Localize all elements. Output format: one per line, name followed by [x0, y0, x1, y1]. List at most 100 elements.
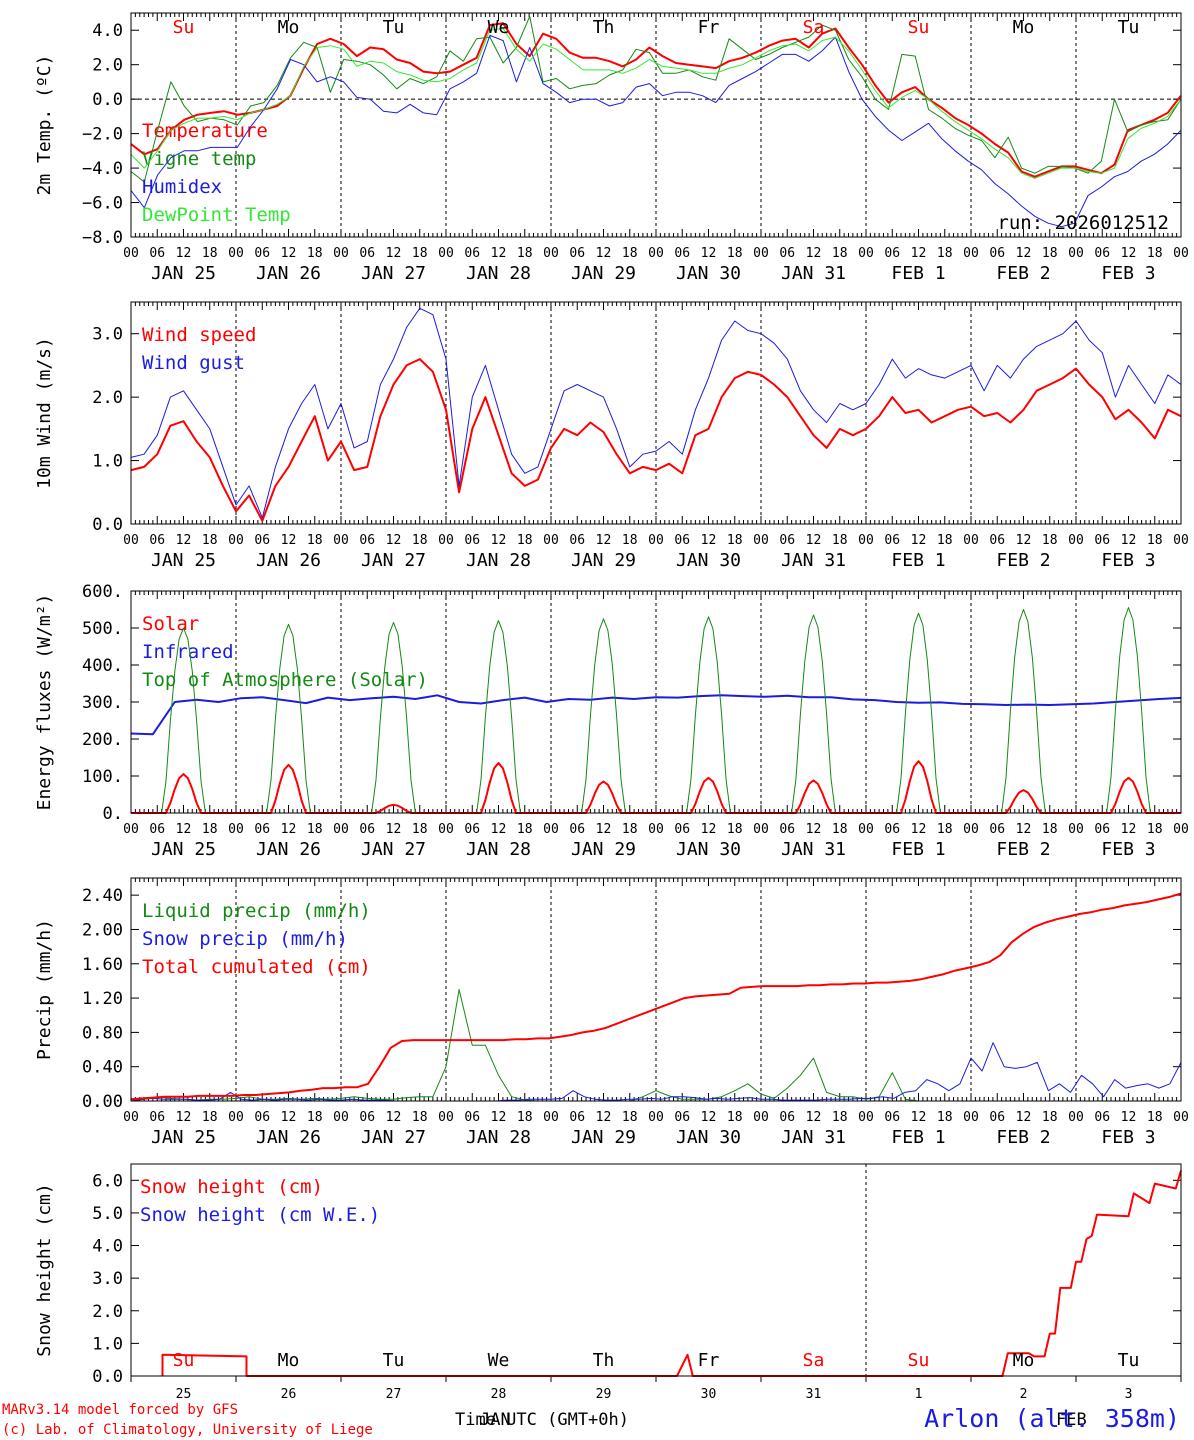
- hour-label: 00: [228, 1110, 244, 1125]
- weekday-label: Th: [593, 1350, 615, 1371]
- hour-label: 18: [1147, 822, 1163, 837]
- plot-frame: [130, 590, 1182, 814]
- hour-label: 18: [517, 822, 533, 837]
- hour-label: 06: [149, 1110, 165, 1125]
- y-tick-label: 0.0: [92, 1367, 123, 1387]
- month-label-end: FEB: [1056, 1410, 1087, 1430]
- date-label: JAN 28: [466, 1127, 531, 1148]
- hour-label: 06: [884, 822, 900, 837]
- hour-label: 00: [753, 533, 769, 548]
- hour-label: 00: [648, 246, 664, 261]
- hour-label: 18: [832, 246, 848, 261]
- hour-label: 18: [1042, 533, 1058, 548]
- weekday-label: Mo: [1013, 1350, 1035, 1371]
- hour-label: 18: [202, 246, 218, 261]
- date-label: JAN 29: [571, 839, 636, 860]
- hour-label: 18: [1042, 246, 1058, 261]
- y-tick-label: −8.0: [82, 228, 123, 248]
- hour-label: 00: [123, 533, 139, 548]
- hour-label: 18: [937, 246, 953, 261]
- date-label: JAN 31: [781, 839, 846, 860]
- hour-label: 18: [412, 1110, 428, 1125]
- hour-label: 18: [1042, 822, 1058, 837]
- hour-label: 12: [701, 246, 717, 261]
- hour-label: 06: [359, 533, 375, 548]
- y-tick-label: 1.20: [82, 989, 123, 1009]
- hour-label: 06: [1094, 246, 1110, 261]
- y-axis-title: 10m Wind (m/s): [34, 337, 55, 489]
- hour-label: 18: [517, 1110, 533, 1125]
- hour-label: 18: [1147, 246, 1163, 261]
- date-label: JAN 30: [676, 839, 741, 860]
- hour-label: 12: [1016, 822, 1032, 837]
- hour-label: 18: [622, 822, 638, 837]
- legend-entry: Humidex: [142, 176, 222, 198]
- day-number-label: 30: [701, 1387, 717, 1402]
- hour-label: 06: [569, 1110, 585, 1125]
- day-number-label: 2: [1020, 1387, 1028, 1402]
- hour-label: 00: [333, 533, 349, 548]
- y-tick-label: 0.0: [92, 515, 123, 535]
- date-label: JAN 29: [571, 1127, 636, 1148]
- weekday-label: Mo: [1013, 17, 1035, 38]
- y-axis-title: Snow height (cm): [34, 1183, 55, 1356]
- y-tick-label: 600.: [82, 582, 123, 602]
- hour-label: 18: [832, 822, 848, 837]
- hour-label: 00: [543, 533, 559, 548]
- hour-label: 18: [1147, 533, 1163, 548]
- hour-label: 12: [596, 1110, 612, 1125]
- hour-label: 12: [596, 533, 612, 548]
- hour-label: 00: [333, 822, 349, 837]
- hour-label: 12: [1121, 246, 1137, 261]
- date-label: JAN 26: [256, 1127, 321, 1148]
- series-line-wind-speed: [130, 358, 1182, 522]
- hour-label: 00: [753, 822, 769, 837]
- day-number-label: 27: [386, 1387, 402, 1402]
- hour-label: 12: [386, 246, 402, 261]
- day-number-label: 28: [491, 1387, 507, 1402]
- hour-label: 12: [911, 1110, 927, 1125]
- date-label: JAN 25: [151, 550, 216, 571]
- hour-label: 12: [806, 1110, 822, 1125]
- weekday-label: Th: [593, 17, 615, 38]
- hour-label: 00: [963, 822, 979, 837]
- y-tick-label: 0.00: [82, 1092, 123, 1112]
- hour-label: 18: [412, 246, 428, 261]
- y-tick-label: 2.0: [92, 388, 123, 408]
- hour-label: 00: [858, 533, 874, 548]
- hour-label: 06: [884, 246, 900, 261]
- y-tick-label: −4.0: [82, 159, 123, 179]
- hour-label: 00: [1068, 533, 1084, 548]
- hour-label: 18: [727, 246, 743, 261]
- hour-label: 12: [176, 246, 192, 261]
- y-tick-label: −6.0: [82, 194, 123, 214]
- hour-label: 18: [727, 822, 743, 837]
- hour-label: 12: [911, 533, 927, 548]
- hour-label: 06: [569, 533, 585, 548]
- hour-label: 06: [464, 533, 480, 548]
- y-tick-label: 5.0: [92, 1204, 123, 1224]
- hour-label: 00: [543, 246, 559, 261]
- date-label: JAN 27: [361, 839, 426, 860]
- hour-label: 12: [386, 533, 402, 548]
- panel-precip: 2.40 2.00 1.60 1.20 0.80 0.40 0.00 Precip (mm/h…: [34, 877, 1189, 1148]
- y-tick-label: 2.0: [92, 56, 123, 76]
- day-number-label: 25: [176, 1387, 192, 1402]
- location-label: Arlon (alt. 358m): [924, 1404, 1180, 1433]
- hour-label: 06: [674, 1110, 690, 1125]
- hour-label: 06: [149, 822, 165, 837]
- weekday-label: Sa: [803, 1350, 825, 1371]
- plot-frame: [130, 301, 1182, 525]
- legend-entry: DewPoint Temp: [142, 204, 291, 226]
- hour-label: 18: [832, 1110, 848, 1125]
- hour-label: 18: [622, 246, 638, 261]
- hour-label: 00: [228, 533, 244, 548]
- hour-label: 00: [333, 1110, 349, 1125]
- hour-label: 06: [674, 533, 690, 548]
- hour-label: 12: [911, 246, 927, 261]
- hour-label: 12: [911, 822, 927, 837]
- hour-label: 12: [1016, 246, 1032, 261]
- date-label: JAN 30: [676, 1127, 741, 1148]
- hour-label: 00: [858, 1110, 874, 1125]
- date-label: JAN 27: [361, 263, 426, 284]
